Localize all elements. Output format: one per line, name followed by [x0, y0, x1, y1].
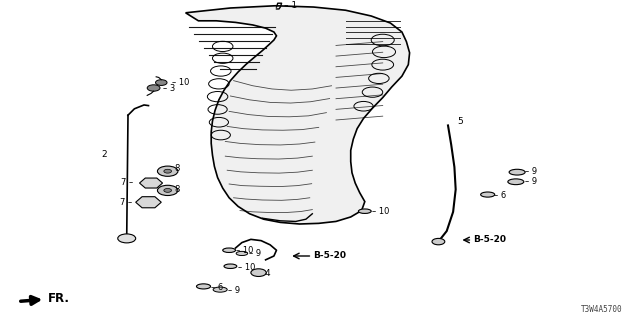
Ellipse shape: [213, 287, 227, 292]
Circle shape: [251, 269, 266, 276]
Ellipse shape: [223, 248, 236, 252]
Ellipse shape: [509, 169, 525, 175]
Text: 7 –: 7 –: [120, 198, 132, 207]
Text: 7 –: 7 –: [121, 178, 133, 187]
Text: – 9: – 9: [525, 167, 537, 176]
Ellipse shape: [236, 252, 248, 255]
Text: 2: 2: [101, 150, 107, 159]
Ellipse shape: [358, 209, 371, 213]
Text: – 1: – 1: [284, 1, 297, 10]
Text: 8: 8: [174, 185, 179, 194]
Circle shape: [156, 80, 167, 85]
Circle shape: [157, 166, 178, 176]
Text: 8: 8: [174, 164, 179, 173]
Circle shape: [147, 85, 160, 91]
Circle shape: [432, 238, 445, 245]
Ellipse shape: [196, 284, 211, 289]
Text: – 6: – 6: [211, 283, 223, 292]
Text: – 10: – 10: [172, 78, 189, 87]
Text: B-5-20: B-5-20: [314, 252, 347, 260]
Text: – 9: – 9: [525, 177, 537, 186]
Text: – 6: – 6: [494, 191, 506, 200]
Text: 4: 4: [265, 269, 271, 278]
Circle shape: [164, 169, 172, 173]
Text: – 3: – 3: [163, 84, 175, 93]
Text: – 10: – 10: [238, 263, 255, 272]
Text: T3W4A5700: T3W4A5700: [580, 305, 623, 314]
Circle shape: [164, 188, 172, 192]
Polygon shape: [186, 6, 410, 224]
Text: – 9: – 9: [249, 249, 261, 258]
Circle shape: [118, 234, 136, 243]
Ellipse shape: [508, 179, 524, 185]
Text: B-5-20: B-5-20: [474, 236, 507, 244]
Text: FR.: FR.: [20, 292, 70, 305]
Circle shape: [157, 185, 178, 196]
Ellipse shape: [481, 192, 495, 197]
Text: 5: 5: [457, 117, 463, 126]
Text: – 10: – 10: [372, 207, 390, 216]
Text: – 9: – 9: [228, 286, 240, 295]
Text: – 10: – 10: [236, 246, 253, 255]
Ellipse shape: [224, 264, 237, 268]
